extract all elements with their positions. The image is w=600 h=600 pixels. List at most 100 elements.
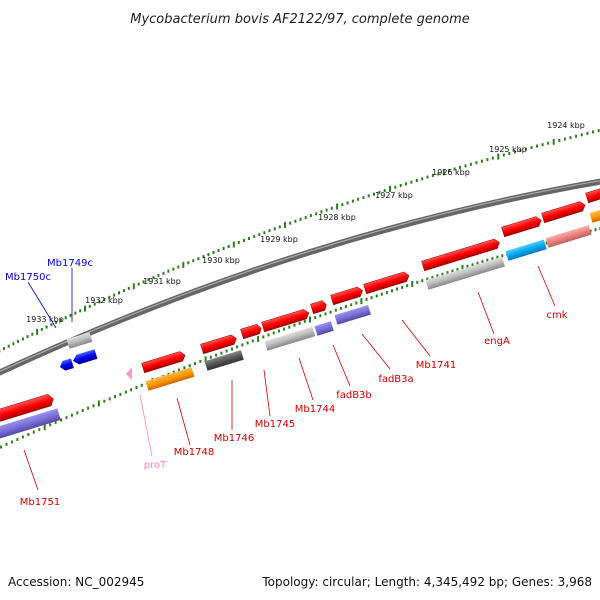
gene-label-mb1750c[interactable]: Mb1750c [5, 272, 51, 283]
feature-violet-mb1744[interactable] [314, 321, 334, 336]
gene-label-mb1745[interactable]: Mb1745 [255, 419, 295, 430]
ruler-minor-tick [135, 386, 138, 389]
ruler-minor-tick [329, 310, 332, 314]
ruler-minor-tick [385, 291, 388, 294]
gene-label-prot[interactable]: proT [144, 460, 167, 471]
feature-orange[interactable] [145, 367, 195, 391]
kbp-label: 1929 kbp [260, 235, 298, 244]
ruler-minor-tick [315, 212, 318, 216]
gene-arrow-fadb3b[interactable] [310, 300, 328, 315]
rna-marker-prot[interactable] [126, 367, 132, 380]
ruler-minor-tick [597, 129, 600, 133]
ruler-minor-tick [0, 445, 2, 449]
ruler-minor-tick [451, 269, 454, 273]
ruler-minor-tick [365, 297, 368, 301]
feature-pink[interactable] [545, 225, 592, 248]
ruler-minor-tick [268, 229, 271, 233]
feature-dark[interactable] [204, 350, 244, 371]
ruler-minor-tick [362, 196, 365, 200]
gene-label-mb1748[interactable]: Mb1748 [174, 447, 214, 458]
ruler-minor-tick [431, 275, 434, 279]
ruler-minor-tick [103, 399, 106, 403]
gene-label-fadb3a[interactable]: fadB3a [378, 374, 413, 385]
ruler-minor-tick [87, 406, 90, 410]
ruler-minor-tick [103, 298, 106, 301]
gene-arrow-mb1750c-a[interactable] [59, 358, 74, 371]
ruler-minor-tick [453, 167, 456, 171]
feature-orange-edge[interactable] [589, 208, 600, 223]
ruler-major-tick [389, 185, 391, 192]
ruler-minor-tick [345, 305, 347, 309]
ruler-minor-tick [192, 259, 195, 263]
ruler-minor-tick [172, 370, 175, 374]
ruler-minor-tick [222, 247, 225, 250]
gene-label-mb1749c[interactable]: Mb1749c [47, 258, 93, 269]
ruler-minor-tick [27, 433, 30, 436]
ruler-minor-tick [217, 249, 220, 252]
gene-arrow-mb1750c-b[interactable] [72, 349, 98, 366]
gene-arrow-mb1744[interactable] [261, 308, 311, 333]
ruler-minor-tick [437, 172, 440, 176]
ruler-minor-tick [70, 413, 73, 417]
ruler-major-tick [43, 424, 46, 431]
gene-label-mb1741[interactable]: Mb1741 [416, 360, 456, 371]
ruler-major-tick [257, 335, 260, 342]
ruler-minor-tick [31, 332, 34, 336]
gene-label-fadb3b[interactable]: fadB3b [336, 390, 372, 401]
gene-arrow-edge[interactable] [585, 187, 600, 204]
gene-arrow-mb1745[interactable] [240, 323, 263, 340]
ruler-minor-tick [98, 300, 101, 304]
ruler-minor-tick [314, 316, 317, 320]
ruler-minor-tick [209, 355, 212, 359]
ruler-minor-tick [330, 206, 333, 210]
gene-arrow-mb1749c[interactable] [66, 332, 93, 349]
ruler-major-tick [336, 203, 339, 210]
ruler-minor-tick [60, 418, 62, 422]
ruler-minor-tick [541, 143, 544, 147]
gene-arrow-cmk[interactable] [501, 216, 543, 238]
feature-violet-fadb3a[interactable] [334, 304, 371, 325]
ruler-minor-tick [12, 342, 15, 346]
gene-arrow-mb1741[interactable] [363, 271, 411, 295]
gene-arrow-mb1746[interactable] [200, 334, 238, 355]
gene-features [0, 187, 600, 440]
gene-label-mb1746[interactable]: Mb1746 [214, 433, 254, 444]
gene-label-cmk[interactable]: cmk [546, 310, 567, 321]
gene-label-mb1744[interactable]: Mb1744 [295, 404, 335, 415]
gene-arrow-fadb3a[interactable] [330, 286, 365, 306]
ruler-major-tick [411, 281, 414, 287]
ruler-minor-tick [215, 353, 218, 357]
feature-cyan[interactable] [505, 239, 547, 261]
kbp-label: 1928 kbp [318, 213, 356, 222]
ruler-minor-tick [130, 388, 133, 392]
gene-arrow-mb1751[interactable] [0, 393, 55, 424]
ruler-minor-tick [289, 221, 292, 225]
feature-grey-enga[interactable] [425, 256, 505, 290]
ruler-major-tick [84, 305, 86, 312]
ruler-minor-tick [298, 321, 301, 325]
feature-violet-mb1751[interactable] [0, 408, 61, 440]
ruler-minor-tick [486, 258, 489, 262]
ruler-minor-tick [45, 325, 48, 329]
outer-ruler [0, 129, 600, 353]
gene-arrow-mb1748[interactable] [141, 350, 187, 374]
leader-lines [23, 265, 556, 491]
ruler-minor-tick [396, 287, 398, 291]
ruler-minor-tick [283, 327, 286, 331]
ruler-minor-tick [410, 180, 413, 184]
kbp-label: 1930 kbp [202, 256, 240, 265]
gene-label-enga[interactable]: engA [484, 336, 510, 347]
gene-arrow-next[interactable] [541, 200, 587, 224]
ruler-minor-tick [325, 208, 328, 212]
ruler-minor-tick [351, 199, 354, 203]
ruler-minor-tick [21, 435, 24, 439]
ruler-minor-tick [108, 295, 111, 299]
gene-arrow-enga[interactable] [421, 238, 501, 272]
ruler-minor-tick [278, 225, 281, 229]
gene-label-mb1751[interactable]: Mb1751 [20, 497, 60, 508]
ruler-minor-tick [32, 430, 35, 434]
feature-grey-mb1744[interactable] [264, 326, 316, 351]
ruler-minor-tick [480, 159, 483, 163]
ruler-minor-tick [501, 254, 504, 258]
ruler-minor-tick [40, 327, 43, 331]
